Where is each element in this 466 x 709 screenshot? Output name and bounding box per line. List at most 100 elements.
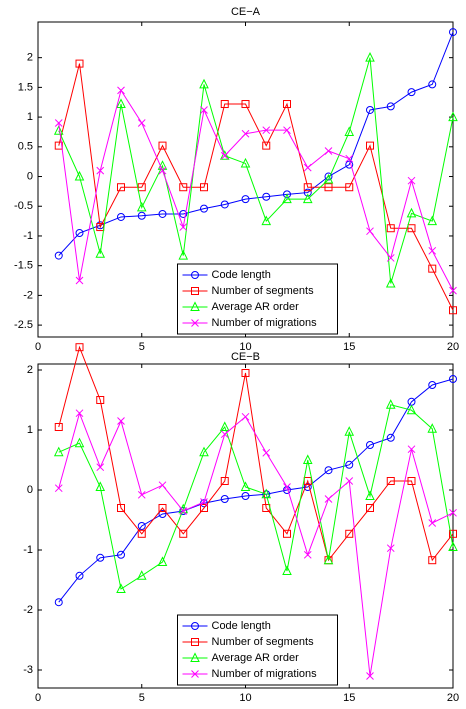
marker-square (137, 183, 146, 192)
y-tick-label: 1 (27, 111, 33, 123)
marker-x (158, 481, 167, 490)
marker-circle (75, 228, 84, 237)
marker-circle (137, 522, 146, 530)
marker-x (158, 166, 167, 175)
marker-square (366, 504, 374, 512)
marker-circle (366, 105, 374, 114)
legend-label: Number of segments (212, 636, 315, 648)
marker-x (54, 119, 63, 127)
marker-triangle (157, 556, 168, 566)
marker-x (449, 286, 457, 295)
y-tick-label: 1 (27, 424, 33, 436)
marker-circle (158, 209, 167, 218)
x-tick-label: 10 (239, 341, 251, 353)
marker-triangle (323, 173, 334, 184)
series-line (58, 89, 454, 291)
marker-triangle (282, 565, 292, 575)
marker-triangle (95, 248, 106, 258)
legend-box (177, 614, 338, 686)
marker-x (407, 445, 416, 454)
marker-square (137, 529, 146, 538)
marker-x (386, 544, 395, 553)
y-tick-label: 1.5 (18, 81, 33, 93)
marker-x (386, 254, 395, 262)
marker-triangle (199, 446, 209, 457)
marker-square (345, 183, 354, 192)
marker-triangle (385, 277, 396, 288)
marker-square (54, 423, 63, 431)
marker-circle (117, 212, 125, 221)
marker-triangle (302, 193, 313, 204)
y-tick-label: -1 (23, 544, 33, 556)
legend-label: Number of migrations (212, 317, 318, 329)
marker-x (303, 163, 312, 172)
marker-circle (366, 441, 374, 449)
marker-square (96, 396, 105, 404)
marker-triangle (448, 111, 458, 122)
marker-square (191, 287, 199, 295)
marker-triangle (136, 570, 147, 580)
marker-square (54, 141, 63, 150)
y-tick-label: -2.5 (14, 319, 33, 331)
marker-x (96, 463, 105, 472)
marker-square (220, 477, 229, 485)
x-tick-label: 10 (239, 692, 251, 704)
marker-circle (220, 495, 229, 503)
marker-square (345, 529, 354, 538)
marker-circle (449, 375, 457, 383)
legend-box (177, 263, 338, 335)
marker-x (262, 126, 271, 135)
marker-square (241, 369, 250, 377)
x-tick-label: 0 (35, 341, 41, 353)
legend-label: Average AR order (212, 301, 300, 313)
x-tick-label: 5 (139, 341, 145, 353)
series-line (58, 411, 454, 677)
y-tick-label: -0.5 (14, 200, 33, 212)
marker-x (117, 417, 125, 425)
marker-circle (303, 483, 312, 491)
marker-square (117, 183, 125, 192)
y-tick-label: -1 (23, 230, 33, 242)
marker-circle (191, 622, 199, 630)
legend-label: Number of migrations (212, 668, 318, 680)
marker-circle (428, 80, 437, 89)
marker-circle (428, 381, 437, 389)
marker-square (428, 264, 437, 273)
marker-x (191, 670, 199, 678)
marker-triangle (95, 481, 106, 491)
marker-circle (386, 433, 395, 442)
x-tick-label: 0 (35, 692, 41, 704)
marker-circle (345, 460, 354, 469)
marker-circle (345, 160, 354, 169)
marker-triangle (261, 215, 272, 226)
marker-square (407, 477, 416, 485)
marker-square (179, 183, 188, 192)
legend: Code length Number of segments Average AR … (177, 614, 338, 686)
series-line (58, 57, 454, 284)
marker-square (158, 141, 167, 150)
marker-circle (200, 204, 208, 213)
marker-x (191, 319, 199, 327)
marker-square (428, 556, 437, 565)
marker-square (117, 504, 125, 512)
marker-circle (303, 188, 312, 197)
marker-circle (386, 102, 395, 111)
marker-x (345, 477, 354, 485)
marker-square (262, 141, 271, 150)
marker-square (303, 183, 312, 192)
x-tick-label: 20 (447, 692, 459, 704)
marker-circle (449, 28, 457, 37)
marker-x (137, 490, 146, 499)
marker-triangle (199, 78, 209, 89)
marker-x (54, 484, 63, 493)
marker-square (191, 638, 199, 646)
marker-square (283, 529, 291, 538)
marker-circle (54, 598, 63, 607)
marker-square (220, 100, 229, 109)
marker-square (158, 504, 167, 512)
marker-square (386, 224, 395, 233)
marker-triangle (261, 488, 272, 499)
marker-triangle (74, 170, 85, 181)
